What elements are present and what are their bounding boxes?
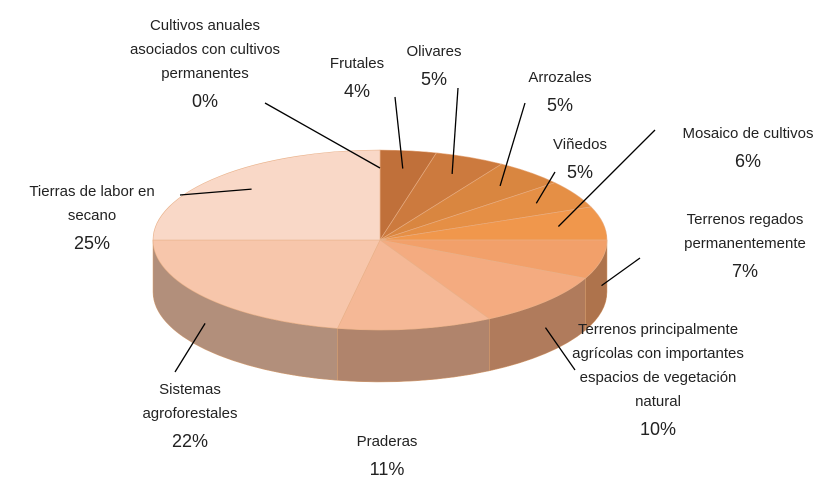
slice-label: Sistemas agroforestales 22% <box>120 378 260 456</box>
leader-line <box>179 188 252 196</box>
category-label: Tierras de labor en secano <box>29 183 155 224</box>
category-label: Terrenos regados permanentemente <box>684 211 806 252</box>
slice-label: Tierras de labor en secano 25% <box>7 180 177 258</box>
slice-label: Praderas 11% <box>337 430 437 484</box>
value-label: 0% <box>191 91 218 111</box>
slice <box>337 239 491 331</box>
leader-line <box>174 323 206 373</box>
slice-label: Mosaico de cultivos 6% <box>648 122 837 176</box>
value-label: 25% <box>73 233 111 253</box>
value-label: 11% <box>369 459 405 479</box>
leader-line <box>451 87 459 174</box>
slice <box>379 239 587 320</box>
slice-label: Arrozales 5% <box>515 66 605 120</box>
slice-label: Frutales 4% <box>312 52 402 106</box>
leader-line <box>499 102 526 187</box>
value-label: 5% <box>420 69 447 89</box>
slice-label: Terrenos principalmente agrícolas con im… <box>568 318 748 444</box>
value-label: 5% <box>546 95 573 115</box>
slice-label: Cultivos anuales asociados con cultivos … <box>125 14 285 116</box>
category-label: Praderas <box>356 433 418 450</box>
leader-line <box>394 96 404 169</box>
leader-line <box>544 327 576 371</box>
leader-line <box>557 129 656 227</box>
category-label: Olivares <box>406 43 462 60</box>
category-label: Mosaico de cultivos <box>682 125 814 142</box>
slice <box>152 149 381 241</box>
value-label: 4% <box>343 81 370 101</box>
value-label: 6% <box>734 151 761 171</box>
leader-line <box>535 171 556 204</box>
category-label: Cultivos anuales asociados con cultivos … <box>129 17 281 82</box>
slice-label: Terrenos regados permanentemente 7% <box>660 208 830 286</box>
slice-label: Viñedos 5% <box>535 133 625 187</box>
value-label: 10% <box>639 419 677 439</box>
category-label: Frutales <box>329 55 385 72</box>
category-label: Terrenos principalmente agrícolas con im… <box>572 321 744 410</box>
category-label: Viñedos <box>553 136 607 153</box>
category-label: Sistemas agroforestales <box>142 381 238 422</box>
slice-label: Olivares 5% <box>389 40 479 94</box>
slice <box>152 239 381 329</box>
category-label: Arrozales <box>528 69 592 86</box>
value-label: 22% <box>171 431 209 451</box>
value-label: 7% <box>731 261 758 281</box>
leader-line <box>264 102 381 169</box>
leader-line <box>601 257 641 287</box>
value-label: 5% <box>566 162 593 182</box>
